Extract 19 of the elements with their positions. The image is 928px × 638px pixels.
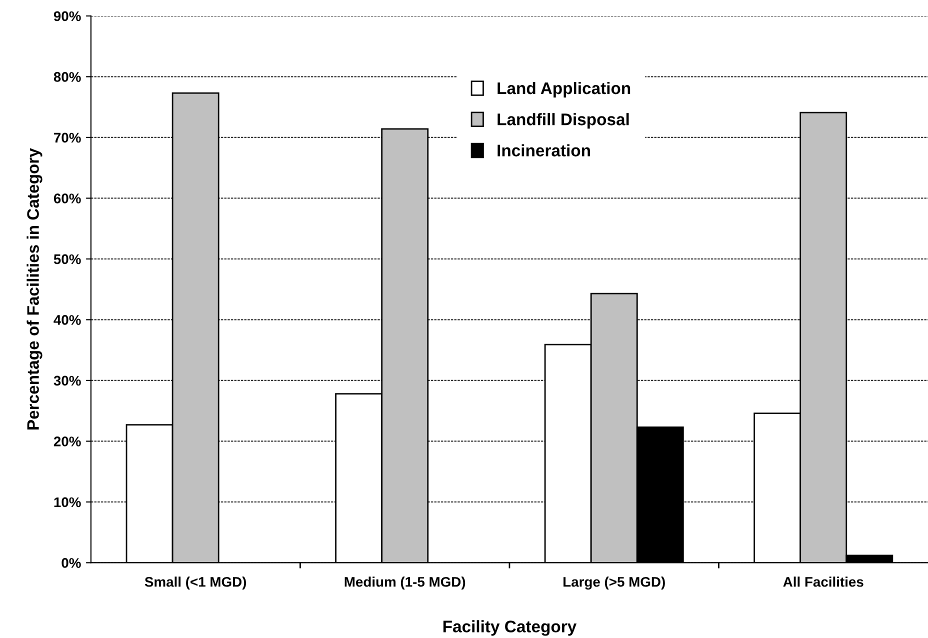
- y-tick-label: 40%: [54, 315, 81, 325]
- y-tick-label: 90%: [54, 11, 81, 22]
- legend-label: Land Application: [498, 82, 630, 98]
- y-tick-label: 80%: [54, 72, 81, 82]
- y-tick-label: 30%: [54, 376, 81, 386]
- y-tick-label: 0%: [62, 558, 81, 568]
- x-tick-label: Small (<1 MGD): [144, 576, 246, 590]
- legend-label: Landfill Disposal: [498, 113, 629, 129]
- legend-label: Incineration: [498, 144, 590, 156]
- x-tick-label: Large (>5 MGD): [564, 576, 665, 590]
- y-tick-label: 20%: [54, 436, 81, 446]
- y-tick-label: 70%: [54, 132, 81, 143]
- y-axis-title: Percentage of Facilities in Category: [26, 148, 42, 430]
- x-tick-label: Medium (1-5 MGD): [344, 576, 466, 590]
- y-tick-label: 50%: [54, 254, 81, 264]
- y-tick-label: 10%: [54, 497, 81, 508]
- x-tick-label: All Facilities: [783, 576, 864, 587]
- y-tick-label: 60%: [54, 194, 81, 204]
- x-axis-title: Facility Category: [443, 620, 577, 636]
